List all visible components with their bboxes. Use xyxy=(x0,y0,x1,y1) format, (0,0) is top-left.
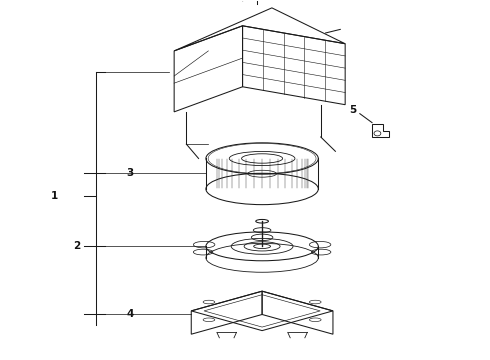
Text: 5: 5 xyxy=(349,105,356,115)
Text: 2: 2 xyxy=(73,241,80,251)
Text: 4: 4 xyxy=(126,310,134,319)
Text: 3: 3 xyxy=(126,168,134,178)
Text: 1: 1 xyxy=(51,191,58,201)
